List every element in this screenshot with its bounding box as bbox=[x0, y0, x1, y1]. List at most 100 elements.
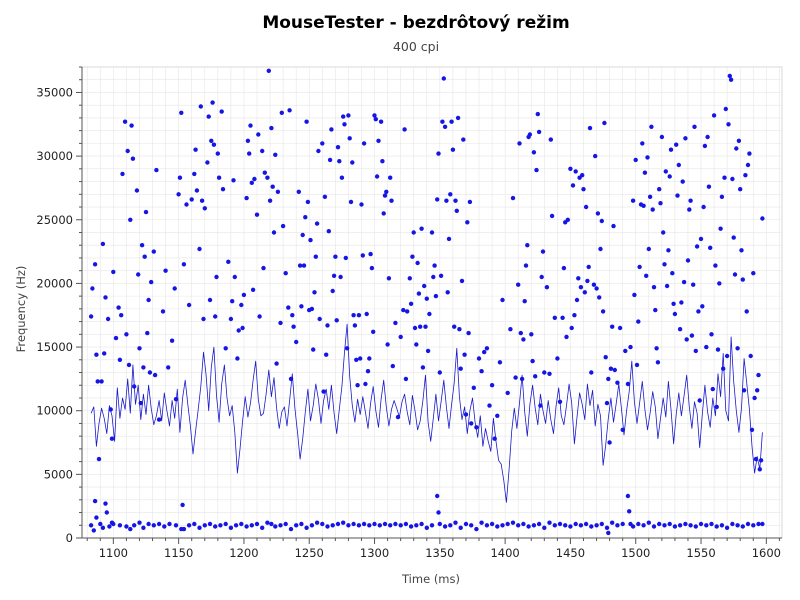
data-point bbox=[350, 160, 355, 165]
data-point bbox=[505, 390, 510, 396]
y-tick-label: 10000 bbox=[36, 404, 73, 418]
data-point bbox=[715, 347, 721, 352]
data-point bbox=[100, 525, 106, 530]
data-point bbox=[637, 264, 642, 270]
data-point bbox=[248, 123, 253, 128]
data-point bbox=[265, 520, 270, 525]
data-point bbox=[448, 192, 453, 197]
data-point bbox=[209, 138, 214, 143]
data-point bbox=[578, 285, 584, 290]
data-point bbox=[518, 330, 523, 336]
data-point bbox=[535, 111, 540, 117]
data-point bbox=[280, 223, 286, 229]
data-point bbox=[561, 265, 567, 271]
data-point bbox=[192, 171, 197, 177]
data-point bbox=[104, 510, 110, 515]
data-point bbox=[557, 521, 563, 527]
x-tick-label: 1200 bbox=[229, 546, 258, 560]
data-point bbox=[727, 73, 732, 79]
data-point bbox=[193, 147, 198, 152]
data-point bbox=[688, 523, 693, 528]
data-point bbox=[573, 169, 578, 174]
data-point bbox=[398, 523, 403, 528]
data-point bbox=[684, 337, 689, 342]
data-point bbox=[314, 221, 320, 226]
data-point bbox=[600, 309, 606, 314]
data-point bbox=[662, 262, 667, 267]
data-point bbox=[331, 273, 337, 278]
data-point bbox=[219, 109, 224, 114]
data-point bbox=[438, 273, 444, 278]
data-point bbox=[92, 498, 98, 504]
plot-background bbox=[81, 66, 783, 539]
data-point bbox=[270, 184, 275, 189]
data-point bbox=[583, 204, 589, 210]
data-point bbox=[126, 362, 132, 368]
data-point bbox=[143, 209, 149, 215]
data-point bbox=[194, 188, 200, 193]
data-point bbox=[287, 108, 292, 113]
data-point bbox=[756, 521, 761, 527]
data-point bbox=[597, 295, 602, 300]
data-point bbox=[482, 349, 487, 355]
data-point bbox=[299, 304, 304, 309]
data-point bbox=[650, 207, 655, 212]
data-point bbox=[718, 226, 723, 231]
axes bbox=[76, 66, 782, 544]
data-point bbox=[607, 440, 612, 445]
data-point bbox=[450, 147, 456, 152]
data-point bbox=[329, 127, 334, 132]
data-point bbox=[713, 263, 718, 268]
data-point bbox=[651, 524, 657, 529]
data-point bbox=[604, 400, 610, 406]
data-point bbox=[325, 524, 330, 529]
data-point bbox=[565, 217, 570, 222]
data-point bbox=[531, 523, 537, 528]
data-point bbox=[527, 132, 533, 137]
data-point bbox=[497, 360, 503, 365]
data-point bbox=[273, 524, 278, 529]
y-tick-label: 20000 bbox=[36, 276, 73, 290]
data-point bbox=[739, 248, 744, 253]
data-point bbox=[403, 521, 409, 527]
data-point bbox=[452, 324, 457, 329]
data-point bbox=[455, 115, 461, 121]
data-point bbox=[589, 524, 594, 529]
data-point bbox=[627, 509, 632, 514]
data-point bbox=[628, 344, 633, 350]
data-point bbox=[625, 493, 631, 499]
data-point bbox=[197, 525, 202, 530]
data-point bbox=[679, 300, 684, 305]
data-point bbox=[235, 356, 240, 361]
data-point bbox=[139, 243, 145, 248]
data-point bbox=[294, 339, 299, 345]
data-point bbox=[252, 176, 257, 182]
data-point bbox=[604, 525, 610, 530]
data-point bbox=[471, 385, 476, 390]
data-point bbox=[487, 403, 492, 408]
y-tick-label: 0 bbox=[66, 531, 73, 545]
data-point bbox=[198, 104, 203, 109]
data-point bbox=[580, 173, 585, 178]
data-point bbox=[572, 313, 577, 318]
data-point bbox=[244, 195, 249, 201]
data-point bbox=[199, 198, 205, 203]
data-point bbox=[465, 220, 470, 225]
data-point bbox=[687, 207, 692, 212]
data-point bbox=[731, 235, 736, 240]
data-point bbox=[547, 371, 552, 376]
data-point bbox=[176, 192, 181, 197]
data-point bbox=[634, 362, 640, 368]
data-point bbox=[132, 523, 137, 528]
data-point bbox=[662, 523, 667, 528]
data-point bbox=[265, 175, 270, 180]
data-point bbox=[119, 313, 124, 318]
data-point bbox=[322, 194, 328, 199]
data-point bbox=[658, 201, 663, 206]
data-point bbox=[595, 211, 601, 216]
data-point bbox=[760, 216, 765, 221]
data-point bbox=[376, 138, 381, 143]
data-point bbox=[719, 523, 725, 528]
data-point bbox=[92, 262, 98, 267]
tick-labels: 1100 1150 1200 1250 1300 1350 1400 1450 1500 1550… bbox=[36, 85, 781, 560]
